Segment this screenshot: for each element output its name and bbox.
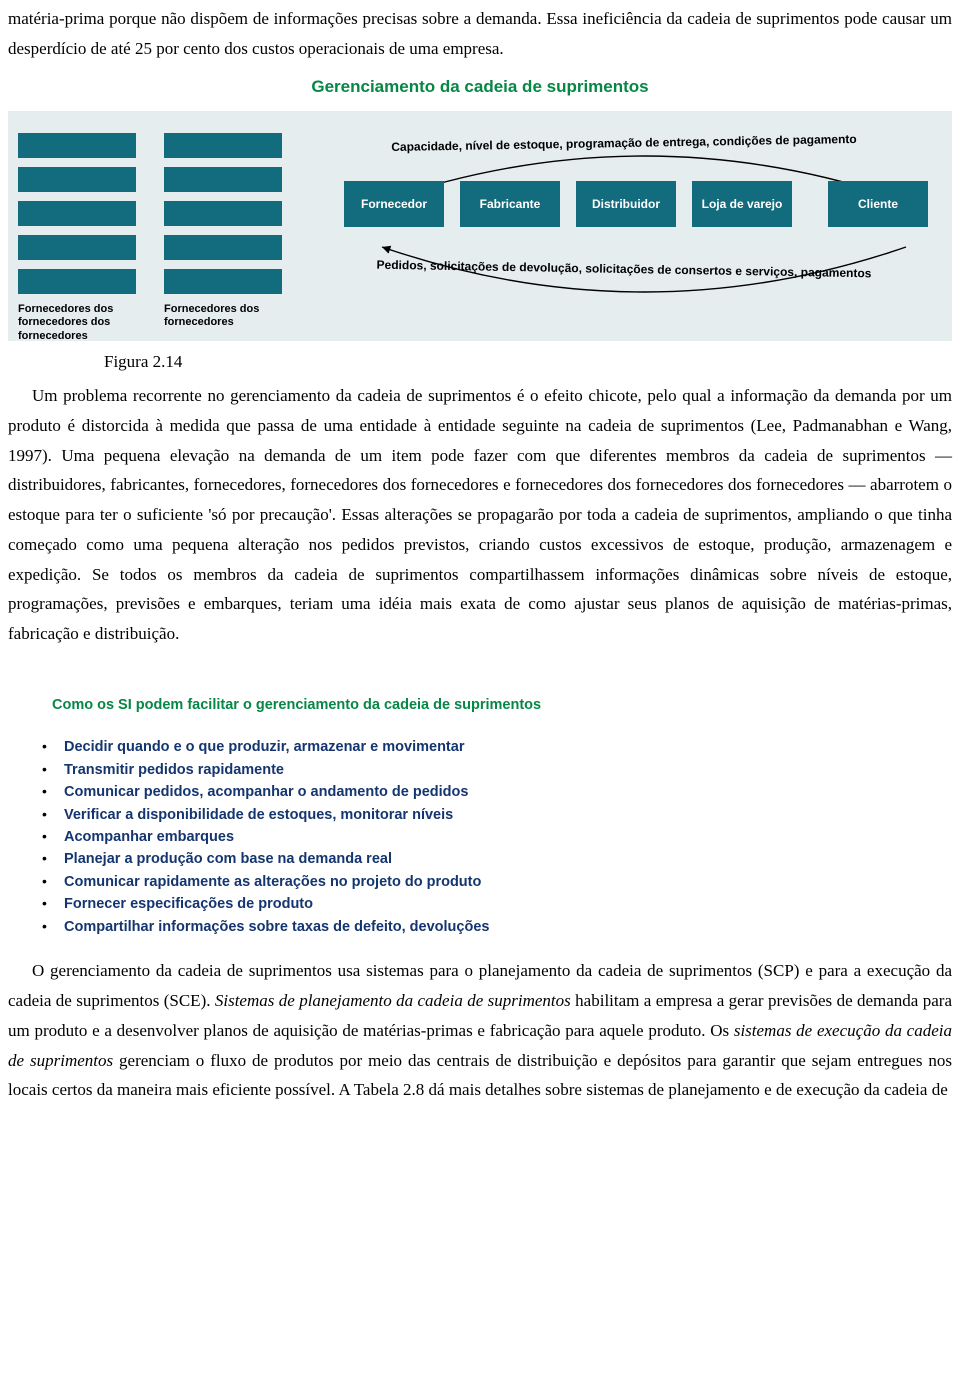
list-item: Compartilhar informações sobre taxas de …: [38, 916, 952, 938]
figure-title: Gerenciamento da cadeia de suprimentos: [8, 72, 952, 102]
tier3-box: [18, 269, 136, 294]
chain-box-fornecedor: Fornecedor: [344, 181, 444, 227]
arc-label-bottom: Pedidos, solicitações de devolução, soli…: [344, 254, 904, 285]
facilitate-list: Decidir quando e o que produzir, armazen…: [38, 736, 952, 938]
chain-box-distribuidor: Distribuidor: [576, 181, 676, 227]
body-paragraph: Um problema recorrente no gerenciamento …: [8, 381, 952, 649]
list-item: Comunicar pedidos, acompanhar o andament…: [38, 781, 952, 803]
list-item: Verificar a disponibilidade de estoques,…: [38, 804, 952, 826]
tier2-box: [164, 133, 282, 158]
outro-e: gerenciam o fluxo de produtos por meio d…: [8, 1051, 952, 1100]
tier3-box: [18, 133, 136, 158]
list-item: Fornecer especificações de produto: [38, 893, 952, 915]
outro-b-italic: Sistemas de planejamento da cadeia de su…: [215, 991, 571, 1010]
supply-chain-diagram: Capacidade, nível de estoque, programaçã…: [8, 111, 952, 341]
intro-text: matéria-prima porque não dispõem de info…: [8, 9, 952, 58]
tier2-box: [164, 167, 282, 192]
body-text: Um problema recorrente no gerenciamento …: [8, 386, 952, 643]
list-item: Comunicar rapidamente as alterações no p…: [38, 871, 952, 893]
tier3-box: [18, 167, 136, 192]
section-title: Como os SI podem facilitar o gerenciamen…: [52, 693, 952, 718]
list-item: Transmitir pedidos rapidamente: [38, 759, 952, 781]
supplier-label-left: Fornecedores dos fornecedores dos fornec…: [18, 303, 138, 343]
tier2-box: [164, 201, 282, 226]
outro-paragraph: O gerenciamento da cadeia de suprimentos…: [8, 956, 952, 1105]
tier3-box: [18, 201, 136, 226]
arc-label-top: Capacidade, nível de estoque, programaçã…: [344, 128, 904, 159]
tier2-box: [164, 235, 282, 260]
chain-box-loja: Loja de varejo: [692, 181, 792, 227]
intro-paragraph: matéria-prima porque não dispõem de info…: [8, 4, 952, 64]
supplier-label-right: Fornecedores dos fornecedores: [164, 303, 284, 329]
list-item: Decidir quando e o que produzir, armazen…: [38, 736, 952, 758]
tier3-box: [18, 235, 136, 260]
tier2-box: [164, 269, 282, 294]
chain-box-cliente: Cliente: [828, 181, 928, 227]
list-item: Planejar a produção com base na demanda …: [38, 848, 952, 870]
chain-box-fabricante: Fabricante: [460, 181, 560, 227]
figure-caption: Figura 2.14: [104, 347, 952, 377]
list-item: Acompanhar embarques: [38, 826, 952, 848]
